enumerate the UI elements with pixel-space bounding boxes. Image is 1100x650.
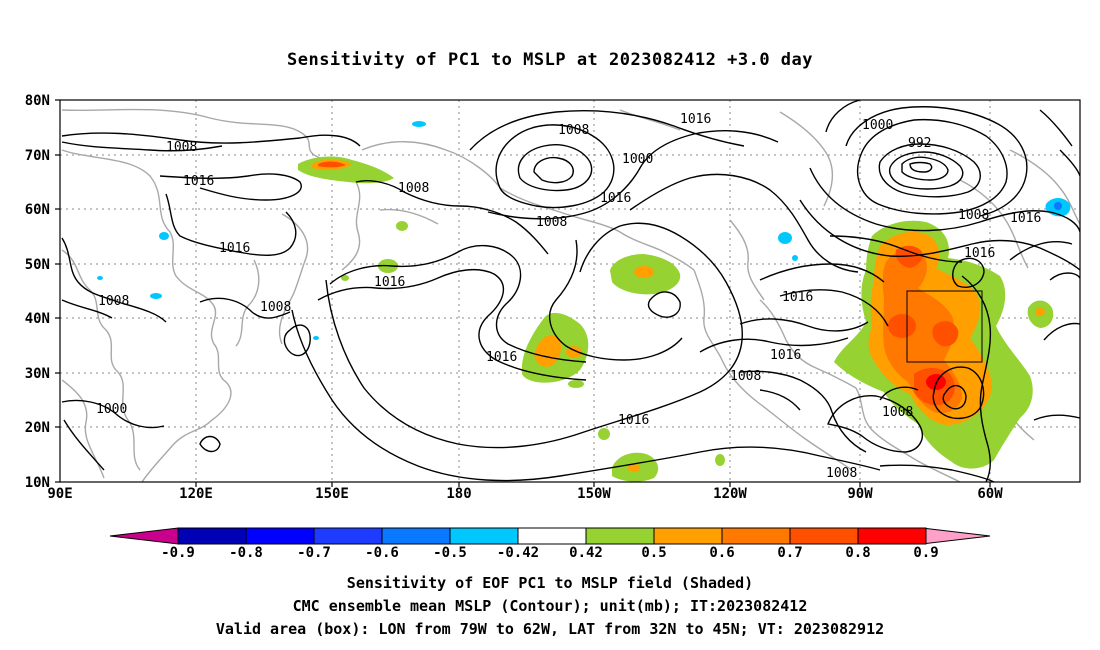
lon-label: 90E <box>47 486 72 502</box>
axis-ticks <box>55 99 991 487</box>
colorbar-label: 0.5 <box>641 545 666 561</box>
lon-label: 150W <box>577 486 611 502</box>
colorbar-label: 0.9 <box>913 545 938 561</box>
contour-label: 1016 <box>782 290 813 305</box>
colorbar-label: 0.6 <box>709 545 734 561</box>
colorbar-label: -0.8 <box>229 545 263 561</box>
contour-label: 1016 <box>486 350 517 365</box>
colorbar: -0.9 -0.8 -0.7 -0.6 -0.5 -0.42 0.42 0.5 0.6 0.7 0.… <box>109 527 991 561</box>
contour-label: 1008 <box>958 208 989 223</box>
colorbar-low-end <box>109 527 179 545</box>
contour-label: 1008 <box>826 466 857 481</box>
lat-label: 40N <box>25 311 50 327</box>
contour-label: 1008 <box>166 140 197 155</box>
contour-label: 1008 <box>98 294 129 309</box>
lon-label: 120W <box>713 486 747 502</box>
colorbar-cell <box>857 527 927 545</box>
grid-lines <box>60 100 1080 482</box>
lat-label: 30N <box>25 366 50 382</box>
lon-label: 180 <box>446 486 471 502</box>
lat-label: 60N <box>25 202 50 218</box>
contour-label: 1008 <box>730 369 761 384</box>
contour-label: 1016 <box>1010 211 1041 226</box>
colorbar-cell <box>313 527 383 545</box>
footer-line-3: Valid area (box): LON from 79W to 62W, L… <box>215 620 885 638</box>
plot-title: Sensitivity of PC1 to MSLP at 2023082412… <box>286 50 813 70</box>
colorbar-cell <box>789 527 859 545</box>
colorbar-cell <box>585 527 655 545</box>
contour-label: 1016 <box>618 413 649 428</box>
lat-label: 20N <box>25 420 50 436</box>
colorbar-label: -0.5 <box>433 545 467 561</box>
colorbar-high-end <box>921 527 991 545</box>
lat-label: 10N <box>25 475 50 491</box>
contour-label: 1008 <box>260 300 291 315</box>
latitude-labels: 80N 70N 60N 50N 40N 30N 20N 10N <box>25 93 50 491</box>
colorbar-cell <box>449 527 519 545</box>
lat-label: 50N <box>25 257 50 273</box>
lon-label: 120E <box>179 486 213 502</box>
colorbar-cell <box>245 527 315 545</box>
contour-label: 1008 <box>398 181 429 196</box>
contour-label: 1016 <box>600 191 631 206</box>
colorbar-cell <box>653 527 723 545</box>
longitude-labels: 90E 120E 150E 180 150W 120W 90W 60W <box>47 486 1003 502</box>
contour-label: 1016 <box>680 112 711 127</box>
lon-label: 60W <box>977 486 1003 502</box>
footer-line-2: CMC ensemble mean MSLP (Contour); unit(m… <box>292 597 808 615</box>
lon-label: 150E <box>315 486 349 502</box>
colorbar-cell <box>381 527 451 545</box>
colorbar-label: -0.7 <box>297 545 331 561</box>
colorbar-label: 0.8 <box>845 545 870 561</box>
colorbar-cell <box>721 527 791 545</box>
map-border <box>59 99 1081 483</box>
colorbar-label: -0.42 <box>497 545 539 561</box>
colorbar-label: -0.6 <box>365 545 399 561</box>
colorbar-label: 0.7 <box>777 545 802 561</box>
sensitivity-shading <box>97 121 1071 482</box>
footer-line-1: Sensitivity of EOF PC1 to MSLP field (Sh… <box>346 574 754 592</box>
contour-label: 1008 <box>536 215 567 230</box>
colorbar-cell <box>177 527 247 545</box>
contour-label: 1016 <box>183 174 214 189</box>
contour-label: 1000 <box>862 118 893 133</box>
colorbar-label: -0.9 <box>161 545 195 561</box>
contour-label: 1016 <box>219 241 250 256</box>
lat-label: 70N <box>25 148 50 164</box>
contour-label: 1000 <box>96 402 127 417</box>
valid-area-box <box>906 290 983 363</box>
contour-label: 1008 <box>558 123 589 138</box>
contour-label: 1016 <box>964 246 995 261</box>
colorbar-cell <box>517 527 587 545</box>
contour-label: 992 <box>908 136 931 151</box>
lat-label: 80N <box>25 93 50 109</box>
colorbar-label: 0.42 <box>569 545 603 561</box>
mslp-contours <box>61 99 1081 483</box>
contour-label: 1000 <box>622 152 653 167</box>
contour-label: 1016 <box>374 275 405 290</box>
contour-labels: 1008 1016 1000 1008 1008 1016 1008 1000 … <box>96 112 1041 481</box>
contour-label: 1008 <box>882 405 913 420</box>
lon-label: 90W <box>847 486 873 502</box>
contour-label: 1016 <box>770 348 801 363</box>
